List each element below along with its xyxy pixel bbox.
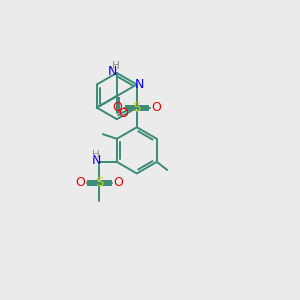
Text: S: S	[95, 176, 104, 189]
Text: O: O	[151, 101, 161, 114]
Text: O: O	[118, 107, 128, 120]
Text: O: O	[113, 101, 123, 114]
Text: N: N	[134, 79, 144, 92]
Text: N: N	[91, 154, 101, 167]
Text: S: S	[133, 101, 141, 114]
Text: O: O	[114, 176, 124, 189]
Text: O: O	[75, 176, 85, 189]
Text: H: H	[92, 149, 99, 160]
Text: N: N	[107, 65, 117, 78]
Text: H: H	[112, 61, 119, 70]
